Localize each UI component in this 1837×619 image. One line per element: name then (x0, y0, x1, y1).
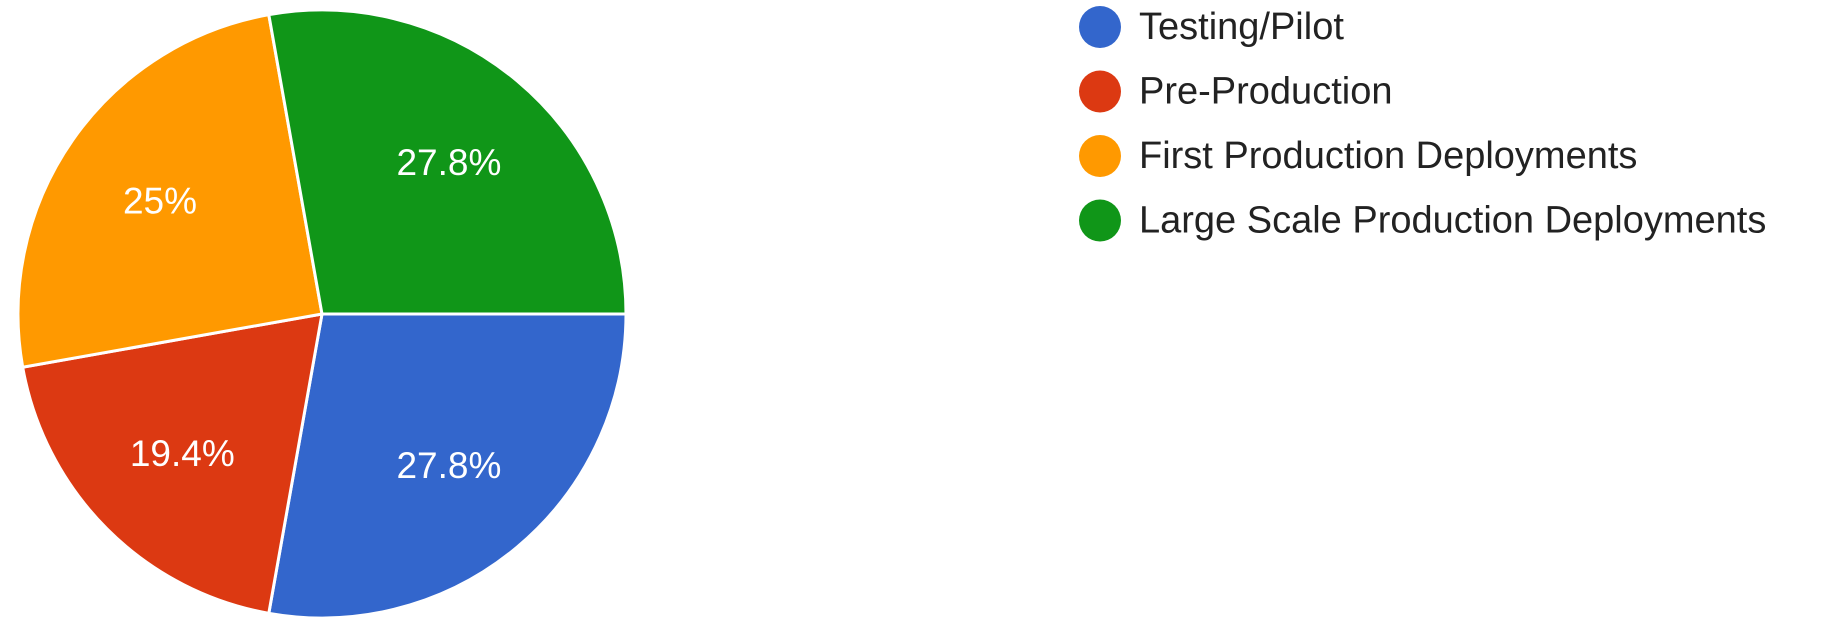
pie-slice (16, 12, 324, 369)
legend-swatch (1079, 199, 1121, 242)
slice-label: 19.4% (130, 433, 235, 474)
slice-label: 27.8% (396, 445, 501, 486)
legend-text: Testing/Pilot (1139, 6, 1344, 48)
pie-slice (267, 8, 628, 316)
legend-swatch (1079, 70, 1121, 113)
slice-label: 25% (123, 180, 197, 221)
legend-text: First Production Deployments (1139, 135, 1637, 177)
legend-text: Pre-Production (1139, 71, 1392, 113)
pie-slice (20, 312, 324, 616)
slice-label: 27.8% (396, 142, 501, 183)
pie-slice (267, 312, 628, 619)
legend-text: Large Scale Production Deployments (1139, 200, 1766, 242)
legend-swatch (1079, 135, 1121, 177)
legend-swatch (1079, 6, 1121, 48)
